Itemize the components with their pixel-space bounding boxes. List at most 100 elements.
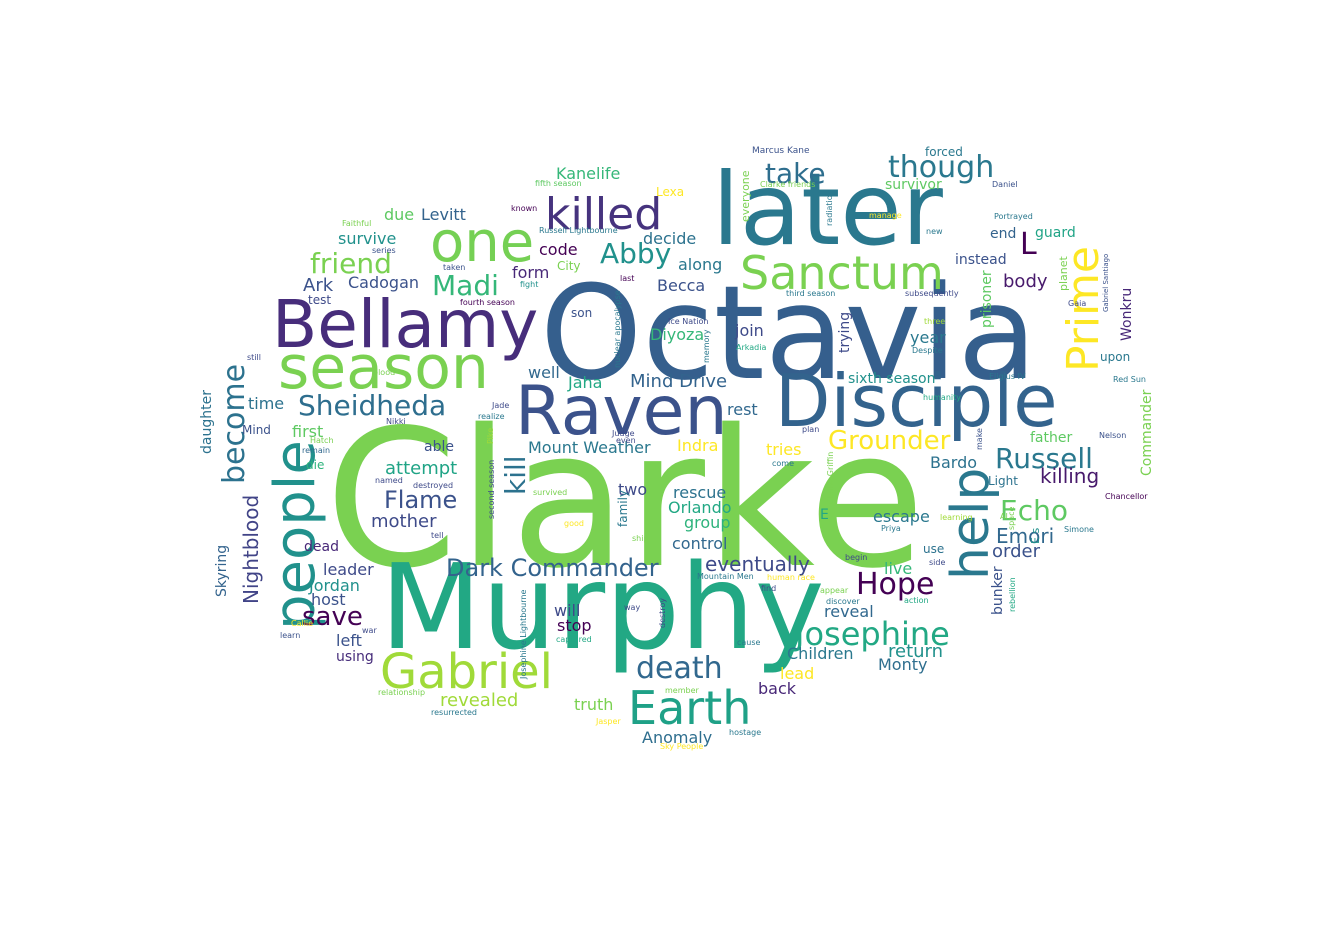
word-57: Levitt [421,205,466,224]
word-101: end [990,226,1017,242]
word-194: member [665,686,699,695]
word-48: Ark [303,275,334,296]
word-82: truth [574,695,614,714]
word-159: Judge [612,429,635,438]
word-195: resurrected [431,708,477,717]
word-64: Cadogan [348,273,420,292]
word-51: Jordan [309,576,360,595]
word-70: two [618,480,648,499]
word-37: Emori [996,524,1055,548]
word-163: named [375,476,403,485]
word-137: Gaia [1068,299,1087,308]
word-136: subsequently [905,289,959,298]
word-162: Clarke Griffin [826,451,835,504]
word-125: radiation [825,190,834,226]
word-114: City [557,259,581,273]
word-127: Portrayed [994,212,1033,221]
word-167: Chancellor [1105,492,1148,501]
word-60: decide [643,229,697,248]
word-16: Josephine [795,615,950,653]
word-174: tell [431,531,444,540]
word-19: Grounder [828,426,951,456]
word-96: trying [837,311,853,353]
word-198: Sky People [660,742,704,751]
word-6: Bellamy [272,286,539,363]
word-175: ship [632,534,649,543]
word-1: Octavia [540,257,1038,409]
word-156: remain [302,446,331,455]
word-30: Dark Commander [446,554,659,582]
word-90: tries [766,440,802,459]
word-153: humanity [923,393,961,402]
word-28: take [765,157,826,190]
word-44: body [1003,271,1048,292]
word-141: nuclear apocalypse [613,290,622,368]
word-0: Clarke [325,389,926,610]
word-147: Red Sun [1113,375,1146,384]
word-132: last [620,274,635,283]
word-140: Ice Nation [668,317,709,326]
word-41: Mind Drive [630,371,728,392]
word-42: Mount Weather [528,438,651,457]
word-186: war [362,626,377,635]
word-68: time [248,394,285,413]
word-113: test [308,293,332,307]
word-172: Priya [881,524,901,533]
word-128: Faithful [342,219,372,228]
word-151: Pike [486,427,495,444]
word-69: rest [727,400,758,419]
word-35: eventually [705,552,810,576]
word-190: destroy [658,597,667,628]
word-179: Mountain Men [697,572,754,581]
word-77: using [336,649,374,665]
word-31: Flame [384,486,458,514]
word-87: join [735,321,764,340]
word-158: Nelson [1099,431,1127,440]
word-81: lead [780,664,815,683]
word-106: son [571,306,593,320]
word-50: order [992,541,1040,562]
word-119: Marcus Kane [752,146,810,156]
word-170: learning [940,513,973,522]
word-23: kill [499,455,532,495]
word-103: forced [925,145,963,159]
word-108: Light [988,474,1018,488]
word-187: Callie [291,619,314,628]
word-149: Jade [492,401,510,410]
word-148: still [247,353,261,362]
word-72: control [672,534,728,553]
word-36: killing [1040,464,1100,488]
word-39: return [888,641,944,662]
word-92: father [1030,430,1073,446]
word-150: realize [478,412,505,421]
word-154: plan [802,425,820,434]
word-143: three [924,317,946,326]
word-184: action [904,596,929,605]
word-131: taken [443,263,466,272]
word-73: leader [323,560,374,579]
word-8: one [430,210,535,275]
word-18: Russell [995,442,1093,475]
word-2: Murphy [380,538,825,676]
word-138: Gabriel Santiago [1102,253,1110,312]
word-66: well [528,363,560,382]
word-193: relationship [378,688,426,697]
word-26: friend [310,247,392,280]
word-160: even [616,436,636,445]
word-80: back [758,679,797,698]
word-25: Madi [432,269,499,302]
word-169: space [1007,506,1016,530]
word-75: dead [304,539,339,555]
word-59: due [384,205,415,224]
word-5: Raven [515,372,728,451]
word-110: die [306,458,325,472]
word-46: Diyoza [650,325,705,344]
word-144: Arkadia [736,343,767,352]
word-171: Simone [1064,525,1094,534]
word-117: E [820,507,829,523]
word-40: Children [787,644,854,663]
word-11: Sanctum [740,246,944,300]
word-134: fight [520,280,539,289]
word-89: sixth season [848,371,936,387]
